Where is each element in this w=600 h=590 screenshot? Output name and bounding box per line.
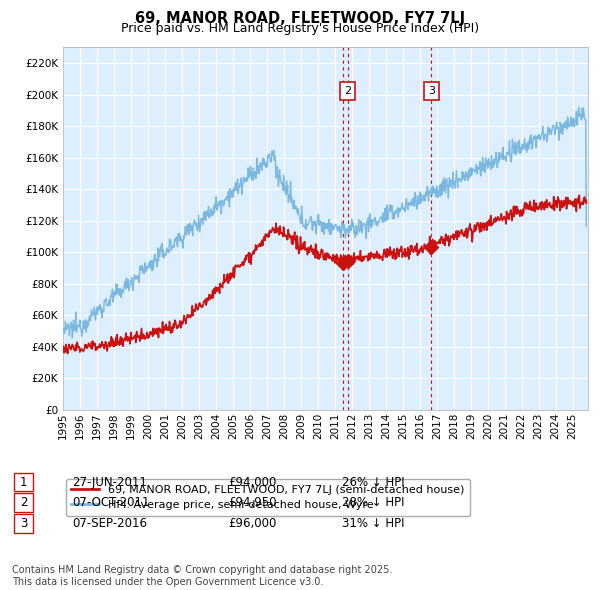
Text: 27-JUN-2011: 27-JUN-2011 <box>72 476 147 489</box>
Text: 31% ↓ HPI: 31% ↓ HPI <box>342 517 404 530</box>
Text: 3: 3 <box>428 86 435 96</box>
Text: £94,950: £94,950 <box>228 496 277 509</box>
Text: Contains HM Land Registry data © Crown copyright and database right 2025.
This d: Contains HM Land Registry data © Crown c… <box>12 565 392 587</box>
Text: £96,000: £96,000 <box>228 517 277 530</box>
Text: 69, MANOR ROAD, FLEETWOOD, FY7 7LJ: 69, MANOR ROAD, FLEETWOOD, FY7 7LJ <box>135 11 465 25</box>
Text: 26% ↓ HPI: 26% ↓ HPI <box>342 476 404 489</box>
Text: 07-OCT-2011: 07-OCT-2011 <box>72 496 149 509</box>
Text: 3: 3 <box>20 517 27 530</box>
Text: £94,000: £94,000 <box>228 476 277 489</box>
Text: 28% ↓ HPI: 28% ↓ HPI <box>342 496 404 509</box>
Text: 07-SEP-2016: 07-SEP-2016 <box>72 517 147 530</box>
Legend: 69, MANOR ROAD, FLEETWOOD, FY7 7LJ (semi-detached house), HPI: Average price, se: 69, MANOR ROAD, FLEETWOOD, FY7 7LJ (semi… <box>66 479 470 516</box>
Text: 2: 2 <box>20 496 27 509</box>
Text: 2: 2 <box>344 86 352 96</box>
Text: 1: 1 <box>20 476 27 489</box>
Text: Price paid vs. HM Land Registry's House Price Index (HPI): Price paid vs. HM Land Registry's House … <box>121 22 479 35</box>
